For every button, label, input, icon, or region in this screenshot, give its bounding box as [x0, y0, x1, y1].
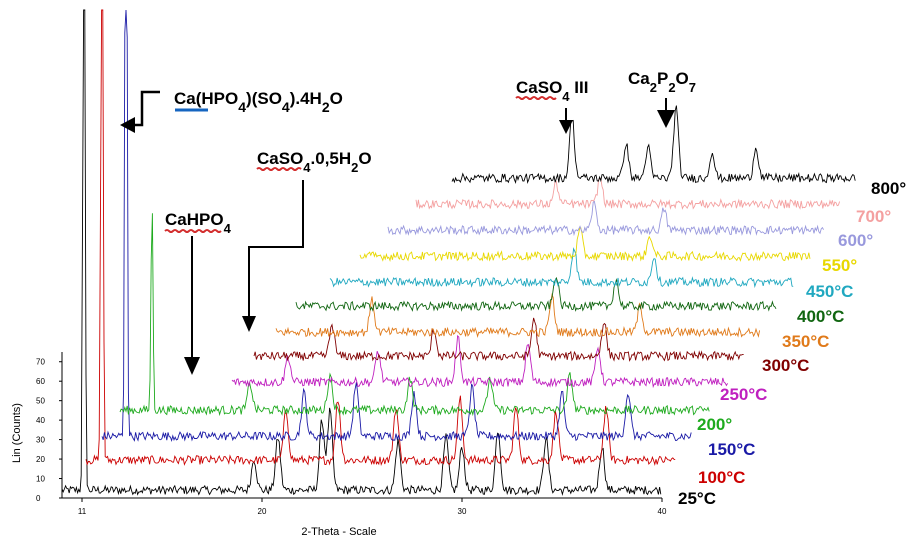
temp-label-250: 250°C	[720, 385, 767, 404]
temp-label-400: 400°C	[797, 307, 844, 326]
y-tick-label: 70	[36, 358, 45, 367]
y-tick-label: 40	[36, 416, 45, 425]
trace-450c	[329, 247, 794, 289]
label-caso4-iii: CaSO4 III	[516, 78, 588, 104]
annotation-ca2p2o7: Ca2P2O7	[628, 69, 696, 128]
arrowhead-ca2p2o7	[657, 110, 675, 128]
axes: 0 10 20 30 40 50 60 70 11 20 30 40 Lin (Counts) 2-…	[11, 352, 667, 538]
temp-label-200: 200°	[697, 415, 732, 434]
annotation-caso4-hemihydrate: CaSO4.0,5H2O	[242, 149, 372, 332]
temp-label-100: 100°C	[698, 468, 745, 487]
y-tick-label: 10	[36, 475, 45, 484]
x-ticks: 11 20 30 40	[78, 498, 667, 516]
arrowhead-cahpo4	[184, 357, 200, 375]
annotation-caso4-iii: CaSO4 III	[515, 78, 588, 134]
y-tick-label: 30	[36, 436, 45, 445]
temp-label-350: 350°C	[782, 332, 829, 351]
label-cahpo4: CaHPO4	[165, 210, 232, 236]
annotation-ca-hpo4-so4: Ca(HPO4)(SO4).4H2O	[120, 89, 343, 133]
arrowhead-caso4-hemihydrate	[242, 316, 256, 332]
y-axis-title: Lin (Counts)	[11, 403, 23, 463]
annotations: Ca(HPO4)(SO4).4H2O CaSO4.0,5H2O CaHPO4	[120, 69, 696, 375]
underline-caso4-iii	[515, 96, 557, 100]
temp-label-550: 550°	[822, 256, 857, 275]
trace-700c	[415, 177, 841, 210]
x-tick-label: 40	[658, 507, 667, 516]
trace-550c	[359, 227, 811, 262]
label-ca2p2o7: Ca2P2O7	[628, 69, 696, 95]
temp-label-450: 450°C	[806, 282, 853, 301]
underline-caso4-hemihydrate	[256, 167, 302, 171]
y-tick-label: 60	[36, 377, 45, 386]
trace-350c	[275, 293, 761, 338]
temp-label-800: 800°	[871, 179, 906, 198]
temp-label-25: 25°C	[678, 489, 716, 508]
x-tick-label: 20	[258, 507, 267, 516]
trace-25c	[61, 9, 662, 496]
temp-label-700: 700°	[856, 207, 891, 226]
temp-label-600: 600°	[838, 231, 873, 250]
arrowhead-ca-hpo4-so4	[120, 117, 135, 133]
trace-100c	[85, 9, 676, 467]
trace-400c	[295, 276, 777, 312]
arrowhead-caso4-iii	[559, 120, 573, 134]
trace-200c	[119, 213, 710, 417]
temperature-labels: 25°C 100°C 150°C 200° 250°C 300°C 350°C 400°C 45…	[678, 179, 906, 508]
trace-300c	[253, 317, 744, 362]
temp-label-300: 300°C	[762, 356, 809, 375]
diffraction-traces	[61, 9, 856, 496]
label-ca-hpo4-so4: Ca(HPO4)(SO4).4H2O	[174, 89, 343, 115]
label-caso4-hemihydrate: CaSO4.0,5H2O	[257, 149, 372, 175]
x-tick-label: 11	[78, 507, 87, 516]
x-axis-title: 2-Theta - Scale	[301, 526, 376, 538]
y-tick-label: 20	[36, 455, 45, 464]
underline-cahpo4	[164, 229, 222, 233]
y-tick-label: 50	[36, 397, 45, 406]
trace-600c	[387, 200, 824, 237]
arrow-line-caso4-hemihydrate	[248, 180, 304, 320]
y-ticks: 0 10 20 30 40 50 60 70	[36, 358, 62, 503]
annotation-cahpo4: CaHPO4	[164, 210, 232, 375]
arrow-line-ca-hpo4-so4	[130, 90, 160, 127]
temp-label-150: 150°C	[708, 440, 755, 459]
y-tick-label: 0	[36, 494, 41, 503]
x-tick-label: 30	[458, 507, 467, 516]
trace-150c	[101, 9, 692, 443]
trace-250c	[231, 334, 728, 389]
trace-800c	[451, 105, 856, 184]
